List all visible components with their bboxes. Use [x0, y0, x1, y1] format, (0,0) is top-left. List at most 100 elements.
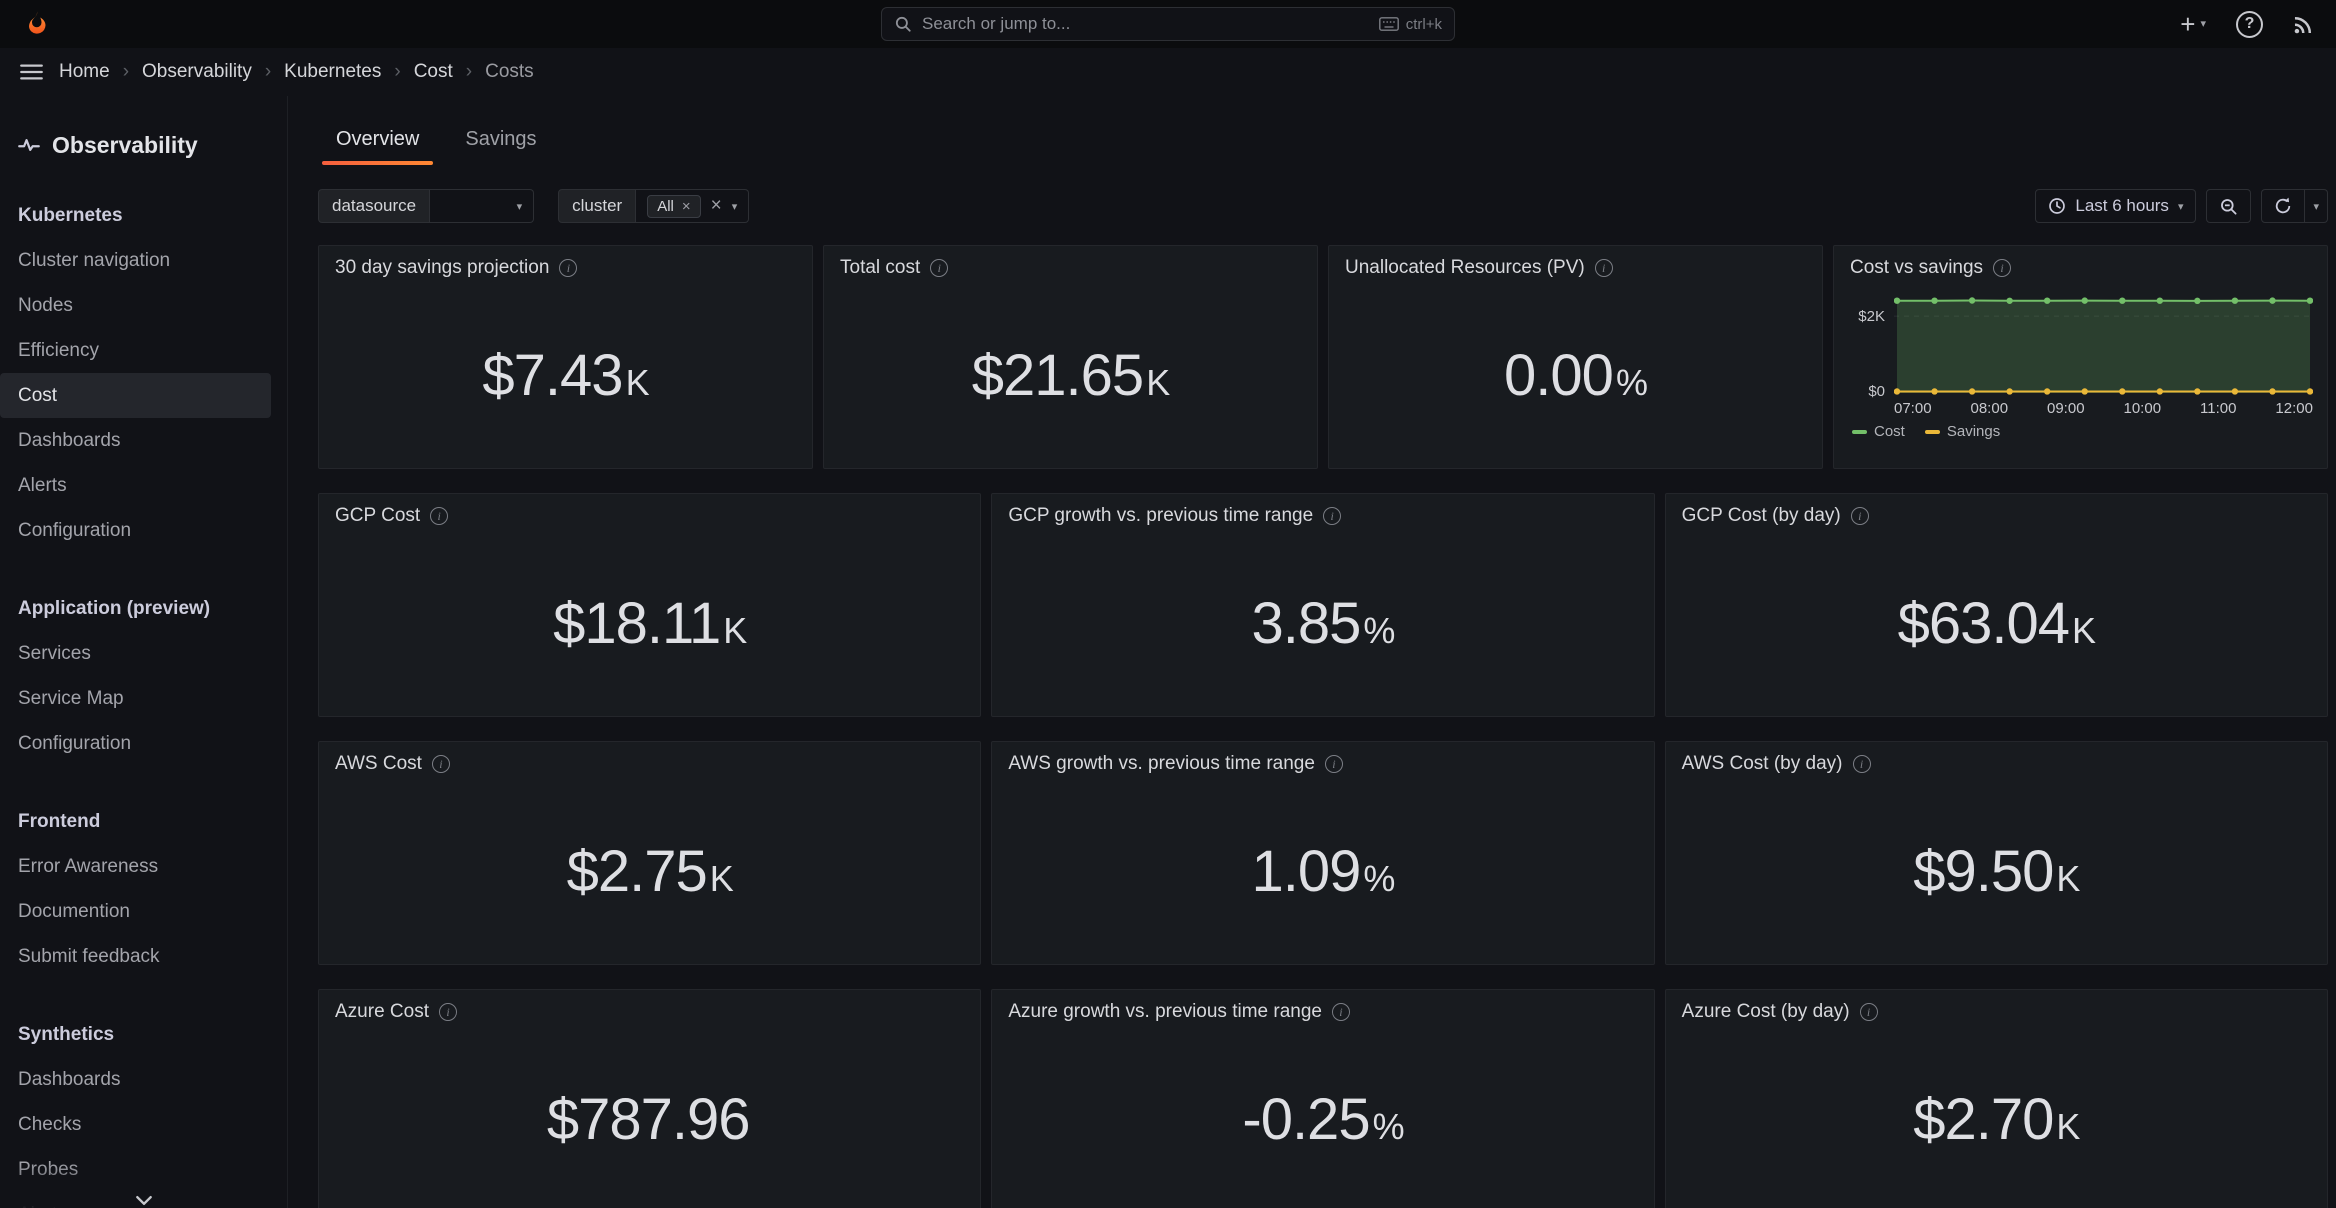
sidebar-item-cost[interactable]: Cost [0, 373, 271, 418]
dashboard-tabs: Overview Savings [318, 120, 2328, 165]
panel-header[interactable]: Azure Cost (by day) [1666, 990, 2327, 1027]
info-icon[interactable] [430, 507, 449, 525]
panel-header[interactable]: 30 day savings projection [319, 246, 812, 283]
grafana-logo[interactable] [22, 8, 54, 40]
clear-selection-icon[interactable]: × [710, 195, 722, 216]
sidebar-item-probes[interactable]: Probes [18, 1158, 79, 1180]
sidebar-item-dashboards[interactable]: Dashboards [18, 429, 121, 451]
breadcrumb-cost[interactable]: Cost [413, 61, 453, 82]
info-icon[interactable] [431, 755, 450, 773]
x-tick: 11:00 [2200, 400, 2237, 417]
add-new-button[interactable]: + ▾ [2180, 9, 2206, 39]
search-input[interactable]: Search or jump to... ctrl+k [881, 7, 1455, 41]
info-icon[interactable] [1323, 507, 1342, 525]
panel-header[interactable]: Total cost [824, 246, 1317, 283]
breadcrumb-kubernetes[interactable]: Kubernetes [284, 61, 382, 82]
panel-header[interactable]: Azure growth vs. previous time range [992, 990, 1653, 1027]
stat-suffix: % [1363, 858, 1395, 899]
panel-header[interactable]: Cost vs savings [1834, 246, 2327, 283]
sidebar-item-submit-feedback[interactable]: Submit feedback [18, 945, 160, 967]
time-range-picker[interactable]: Last 6 hours ▾ [2035, 189, 2197, 223]
tab-overview[interactable]: Overview [318, 120, 437, 165]
help-icon[interactable] [2236, 10, 2263, 38]
panel-gcp-growth: GCP growth vs. previous time range 3.85% [991, 493, 1655, 717]
cost-series-swatch [1852, 429, 1867, 434]
sidebar-item-app-configuration[interactable]: Configuration [18, 732, 132, 754]
legend-item-savings[interactable]: Savings [1924, 423, 2001, 440]
sidebar-item-error-awareness[interactable]: Error Awareness [18, 855, 159, 877]
stat-suffix: K [2056, 858, 2080, 899]
legend-item-cost[interactable]: Cost [1852, 423, 1905, 440]
panel-azure-cost-by-day: Azure Cost (by day) $2.70K [1664, 989, 2328, 1208]
breadcrumb-home[interactable]: Home [59, 61, 110, 82]
sidebar-item-services[interactable]: Services [18, 642, 91, 664]
sidebar-item-nodes[interactable]: Nodes [18, 294, 73, 316]
info-icon[interactable] [438, 1003, 457, 1021]
sidebar-item-efficiency[interactable]: Efficiency [18, 339, 99, 361]
panel-azure-growth: Azure growth vs. previous time range -0.… [991, 989, 1655, 1208]
legend-label: Savings [1946, 423, 2001, 440]
refresh-icon [2276, 197, 2291, 214]
info-icon[interactable] [930, 259, 949, 277]
panel-header[interactable]: AWS growth vs. previous time range [992, 742, 1653, 779]
info-icon[interactable] [1852, 755, 1871, 773]
panel-unallocated-resources-pv: Unallocated Resources (PV) 0.00% [1328, 245, 1823, 469]
cost-savings-plot[interactable] [1894, 287, 2313, 397]
stat-number: $2.70 [1913, 1087, 2054, 1152]
tab-savings[interactable]: Savings [447, 120, 554, 165]
panel-aws-cost: AWS Cost $2.75K [318, 741, 982, 965]
stat-suffix: % [1615, 362, 1648, 403]
info-icon[interactable] [1594, 259, 1613, 277]
tab-overview-label: Overview [336, 128, 420, 150]
panel-title: 30 day savings projection [335, 257, 550, 278]
panel-header[interactable]: GCP Cost [319, 494, 980, 531]
info-icon[interactable] [1859, 1003, 1878, 1021]
sidebar-section-title[interactable]: Synthetics [18, 1024, 115, 1045]
zoom-out-button[interactable] [2206, 189, 2252, 223]
savings-series-swatch [1924, 429, 1940, 434]
stat-number: $9.50 [1913, 839, 2054, 904]
sidebar-item-checks[interactable]: Checks [18, 1113, 82, 1135]
sidebar-item-documention[interactable]: Documention [18, 900, 130, 922]
sidebar-item-alerts[interactable]: Alerts [18, 474, 67, 496]
time-range-label: Last 6 hours [2075, 196, 2169, 215]
panel-aws-growth: AWS growth vs. previous time range 1.09% [991, 741, 1655, 965]
panel-header[interactable]: GCP Cost (by day) [1666, 494, 2327, 531]
info-icon[interactable] [1993, 259, 2012, 277]
panel-header[interactable]: Azure Cost [319, 990, 980, 1027]
info-icon[interactable] [1324, 755, 1343, 773]
panel-header[interactable]: Unallocated Resources (PV) [1329, 246, 1822, 283]
sidebar-item-service-map[interactable]: Service Map [18, 687, 124, 709]
sidebar-section-title[interactable]: Frontend [18, 811, 101, 832]
breadcrumb-observability[interactable]: Observability [142, 61, 252, 82]
clock-icon [2049, 198, 2066, 214]
variable-datasource-select[interactable]: ▾ [430, 189, 535, 223]
sidebar-item-configuration[interactable]: Configuration [18, 519, 132, 541]
sidebar-section-title[interactable]: Kubernetes [18, 205, 123, 226]
refresh-interval-dropdown[interactable]: ▾ [2305, 189, 2328, 223]
panel-gcp-cost-by-day: GCP Cost (by day) $63.04K [1664, 493, 2328, 717]
info-icon[interactable] [1331, 1003, 1350, 1021]
panel-total-cost: Total cost $21.65K [823, 245, 1318, 469]
info-icon[interactable] [1850, 507, 1869, 525]
panel-title: Cost vs savings [1850, 257, 1984, 278]
variable-cluster-select[interactable]: All × × ▾ [636, 189, 750, 223]
sidebar-scroll-down-chevron-icon[interactable] [0, 1195, 287, 1206]
sidebar-item-syn-dashboards[interactable]: Dashboards [18, 1068, 121, 1090]
sidebar-item-cluster-navigation[interactable]: Cluster navigation [18, 249, 171, 271]
chip-remove-icon[interactable]: × [681, 197, 691, 215]
panel-header[interactable]: AWS Cost (by day) [1666, 742, 2327, 779]
sidebar-section-title[interactable]: Application (preview) [18, 598, 211, 619]
refresh-button[interactable] [2261, 189, 2306, 223]
news-icon[interactable] [2293, 14, 2314, 35]
stat-value: 1.09% [1252, 838, 1396, 905]
y-tick-0: $0 [1868, 383, 1885, 400]
stat-value: $7.43 K [482, 342, 649, 409]
panel-header[interactable]: GCP growth vs. previous time range [992, 494, 1653, 531]
menu-toggle-icon[interactable] [20, 63, 43, 81]
chevron-down-icon: ▾ [516, 200, 523, 213]
panel-header[interactable]: AWS Cost [319, 742, 980, 779]
cluster-selected-chip: All × [647, 194, 701, 218]
info-icon[interactable] [559, 259, 578, 277]
stat-value: $63.04 K [1898, 590, 2096, 657]
